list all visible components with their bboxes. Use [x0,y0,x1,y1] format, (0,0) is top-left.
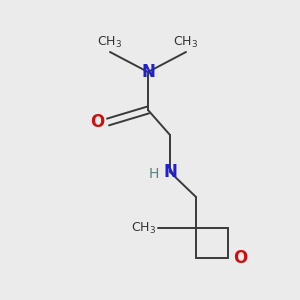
Text: N: N [163,163,177,181]
Text: CH$_3$: CH$_3$ [173,35,199,50]
Text: O: O [90,113,104,131]
Text: H: H [149,167,159,181]
Text: CH$_3$: CH$_3$ [98,35,123,50]
Text: CH$_3$: CH$_3$ [131,220,156,236]
Text: N: N [141,63,155,81]
Text: O: O [233,249,247,267]
